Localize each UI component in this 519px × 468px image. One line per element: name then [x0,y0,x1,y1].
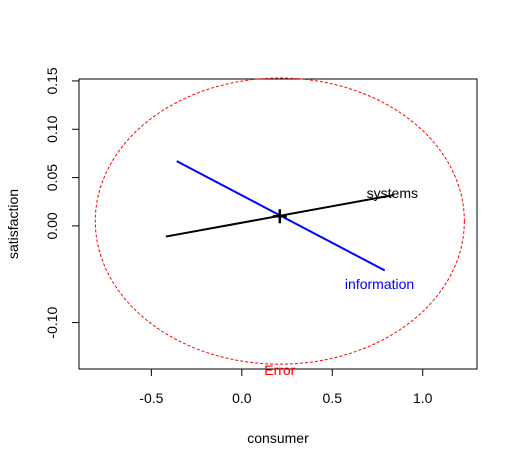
x-tick-label: 0.0 [232,390,252,406]
y-tick-label: 0.00 [44,212,60,239]
y-tick-label: -0.10 [44,306,60,338]
series-label-systems: systems [367,185,418,201]
error-label: Error [264,362,295,378]
y-tick-label: 0.15 [44,67,60,94]
plot-area-frame [78,78,478,370]
x-tick-label: -0.5 [139,390,163,406]
x-axis-title: consumer [247,430,309,446]
y-axis-title: satisfaction [5,189,21,259]
series-label-information: information [345,276,414,292]
y-tick-label: 0.05 [44,164,60,191]
center-marker [272,209,287,224]
y-axis: -0.10 0.00 0.05 0.10 0.15 [44,67,80,339]
y-tick-label: 0.10 [44,115,60,142]
x-tick-label: 1.0 [413,390,433,406]
x-tick-label: 0.5 [323,390,343,406]
x-axis: -0.5 0.0 0.5 1.0 [139,368,433,406]
error-ellipse [94,77,465,365]
